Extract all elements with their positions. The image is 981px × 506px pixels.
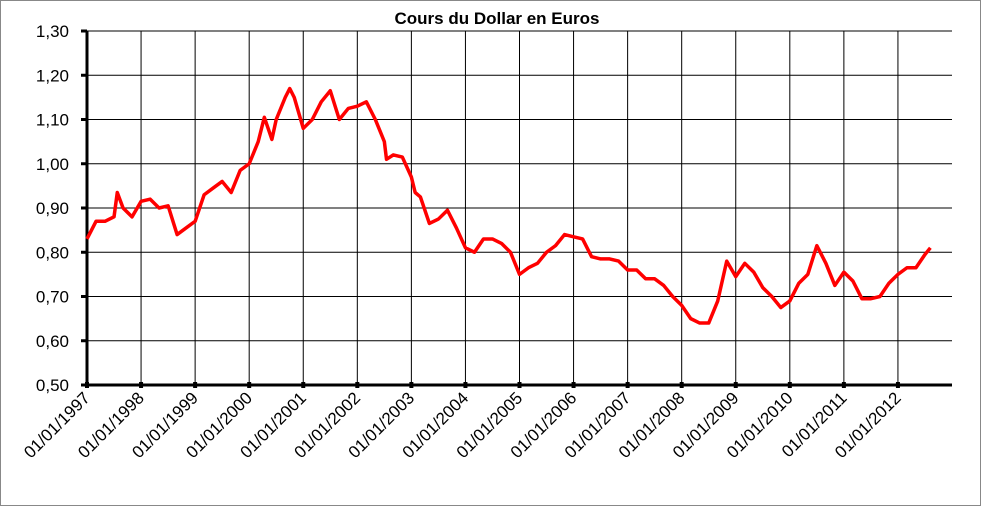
data-line	[85, 86, 932, 325]
y-tick-label: 0,90	[36, 199, 69, 218]
y-tick-label: 1,00	[36, 155, 69, 174]
y-tick-label: 0,50	[36, 376, 69, 395]
y-tick-label: 0,70	[36, 288, 69, 307]
y-tick-label: 0,60	[36, 332, 69, 351]
y-tick-label: 0,80	[36, 243, 69, 262]
y-tick-label: 1,10	[36, 111, 69, 130]
y-tick-label: 1,20	[36, 66, 69, 85]
y-tick-label: 1,30	[36, 22, 69, 41]
chart-title: Cours du Dollar en Euros	[395, 9, 600, 28]
